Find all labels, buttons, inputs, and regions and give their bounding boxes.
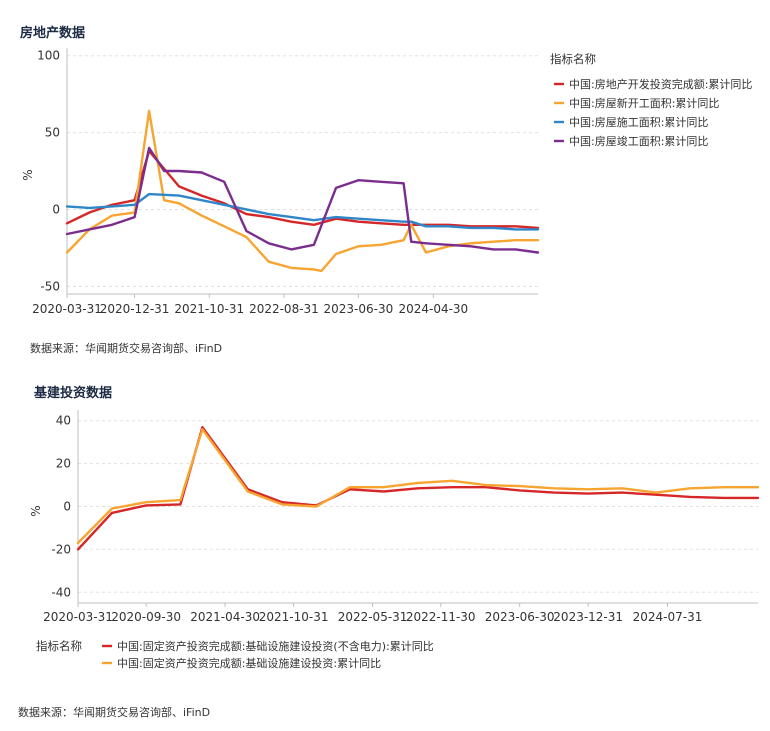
real-estate-section-title: 房地产数据 bbox=[20, 26, 86, 41]
legend-title: 指标名称 bbox=[550, 52, 596, 66]
legend-label: 中国:房屋施工面积:累计同比 bbox=[569, 116, 708, 129]
x-tick-label: 2023-06-30 bbox=[485, 610, 555, 624]
x-tick-label: 2020-03-31 bbox=[43, 610, 113, 624]
real-estate-data-source: 数据来源：华闻期货交易咨询部、iFinD bbox=[30, 342, 223, 355]
y-tick-label: -40 bbox=[51, 585, 71, 599]
legend-label: 中国:房地产开发投资完成额:累计同比 bbox=[569, 77, 752, 91]
x-tick-label: 2022-05-31 bbox=[338, 610, 408, 624]
y-tick-label: 0 bbox=[52, 202, 60, 216]
series-line bbox=[65, 149, 540, 230]
y-tick-label: 0 bbox=[63, 500, 71, 514]
x-tick-label: 2020-09-30 bbox=[111, 610, 181, 624]
x-tick-label: 2021-04-30 bbox=[190, 610, 260, 624]
x-tick-label: 2021-10-31 bbox=[259, 610, 329, 624]
series-line bbox=[76, 426, 760, 551]
series-line bbox=[65, 146, 540, 254]
series-line bbox=[65, 192, 540, 231]
legend-label: 中国:房屋新开工面积:累计同比 bbox=[569, 96, 719, 110]
y-axis-label: % bbox=[21, 169, 35, 180]
infrastructure-data-source: 数据来源：华闻期货交易咨询部、iFinD bbox=[18, 706, 211, 719]
x-tick-label: 2022-11-30 bbox=[406, 610, 476, 624]
legend-label: 中国:固定资产投资完成额:基础设施建设投资:累计同比 bbox=[117, 656, 381, 670]
x-tick-label: 2023-12-31 bbox=[553, 610, 623, 624]
series-line bbox=[65, 109, 540, 273]
x-tick-label: 2024-07-31 bbox=[633, 610, 703, 624]
x-tick-label: 2021-10-31 bbox=[174, 302, 244, 316]
y-tick-label: 40 bbox=[56, 414, 71, 428]
x-tick-label: 2022-08-31 bbox=[249, 302, 319, 316]
y-tick-label: 50 bbox=[45, 126, 60, 140]
x-tick-label: 2024-04-30 bbox=[398, 302, 468, 316]
y-tick-label: 20 bbox=[56, 457, 71, 471]
y-tick-label: -20 bbox=[51, 542, 71, 556]
x-tick-label: 2020-12-31 bbox=[100, 302, 170, 316]
y-tick-label: 100 bbox=[37, 49, 60, 63]
x-tick-label: 2020-03-31 bbox=[32, 302, 102, 316]
legend-title: 指标名称 bbox=[36, 639, 82, 653]
legend-label: 中国:房屋竣工面积:累计同比 bbox=[569, 134, 708, 148]
y-tick-label: -50 bbox=[40, 279, 60, 293]
legend-label: 中国:固定资产投资完成额:基础设施建设投资(不含电力):累计同比 bbox=[117, 639, 434, 653]
x-tick-label: 2023-06-30 bbox=[324, 302, 394, 316]
infrastructure-section-title: 基建投资数据 bbox=[34, 386, 113, 401]
y-axis-label: % bbox=[29, 505, 43, 516]
series-line bbox=[76, 428, 760, 545]
